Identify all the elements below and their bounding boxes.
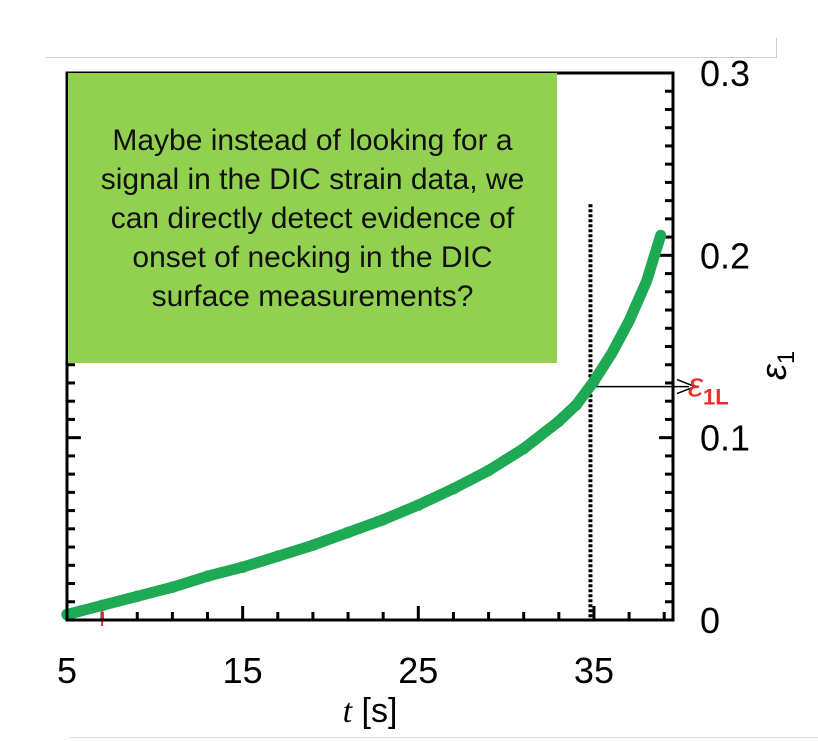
x-axis-title-var: t — [343, 693, 354, 730]
slide-top-divider — [46, 57, 776, 58]
x-tick-label: 35 — [574, 650, 614, 691]
y-tick-label: 0.3 — [700, 53, 750, 94]
x-axis-title: t [s] — [343, 692, 398, 730]
slide-bottom-divider — [70, 737, 818, 738]
data-point — [377, 513, 389, 526]
limit-strain-label-var: ε — [688, 367, 704, 405]
x-axis-title-space — [352, 692, 361, 730]
data-point — [236, 561, 249, 573]
series-markers — [61, 231, 665, 621]
data-point — [272, 550, 284, 562]
data-point — [447, 482, 460, 495]
data-point — [96, 599, 108, 612]
data-point — [482, 464, 495, 477]
data-point — [307, 539, 319, 551]
limit-arrow-head — [676, 378, 696, 395]
tick-labels: 5 15 25 35 0 0.1 0.2 0.3 — [57, 53, 750, 691]
y-axis-title-var: ε — [753, 363, 794, 380]
axis-titles: t [s]ε1 — [343, 351, 800, 730]
data-point — [412, 499, 425, 511]
data-point — [570, 399, 583, 411]
y-tick-label: 0.1 — [700, 418, 750, 459]
x-axis-title-unit: [s] — [362, 692, 398, 730]
x-tick-label: 15 — [223, 650, 263, 691]
limit-strain-annotation: ε1L — [101, 204, 729, 626]
y-axis-title-sub: 1 — [773, 351, 800, 364]
data-point — [166, 581, 179, 593]
x-tick-label: 5 — [57, 650, 77, 691]
limit-strain-label-sub: 1L — [703, 385, 729, 410]
data-point — [342, 526, 354, 539]
y-tick-label: 0 — [700, 600, 720, 641]
data-point — [517, 442, 530, 455]
limit-strain-label: ε1L — [688, 367, 729, 410]
callout-text: Maybe instead of looking for a signal in… — [100, 123, 525, 313]
y-axis-title: ε1 — [753, 351, 800, 380]
data-point — [553, 415, 565, 428]
series-line-tail — [592, 234, 663, 383]
slide-corner-divider — [776, 38, 777, 58]
x-tick-label: 25 — [398, 650, 438, 691]
data-point — [201, 570, 214, 582]
callout-box: Maybe instead of looking for a signal in… — [68, 73, 557, 363]
y-tick-label: 0.2 — [700, 235, 750, 276]
data-point — [131, 590, 144, 603]
